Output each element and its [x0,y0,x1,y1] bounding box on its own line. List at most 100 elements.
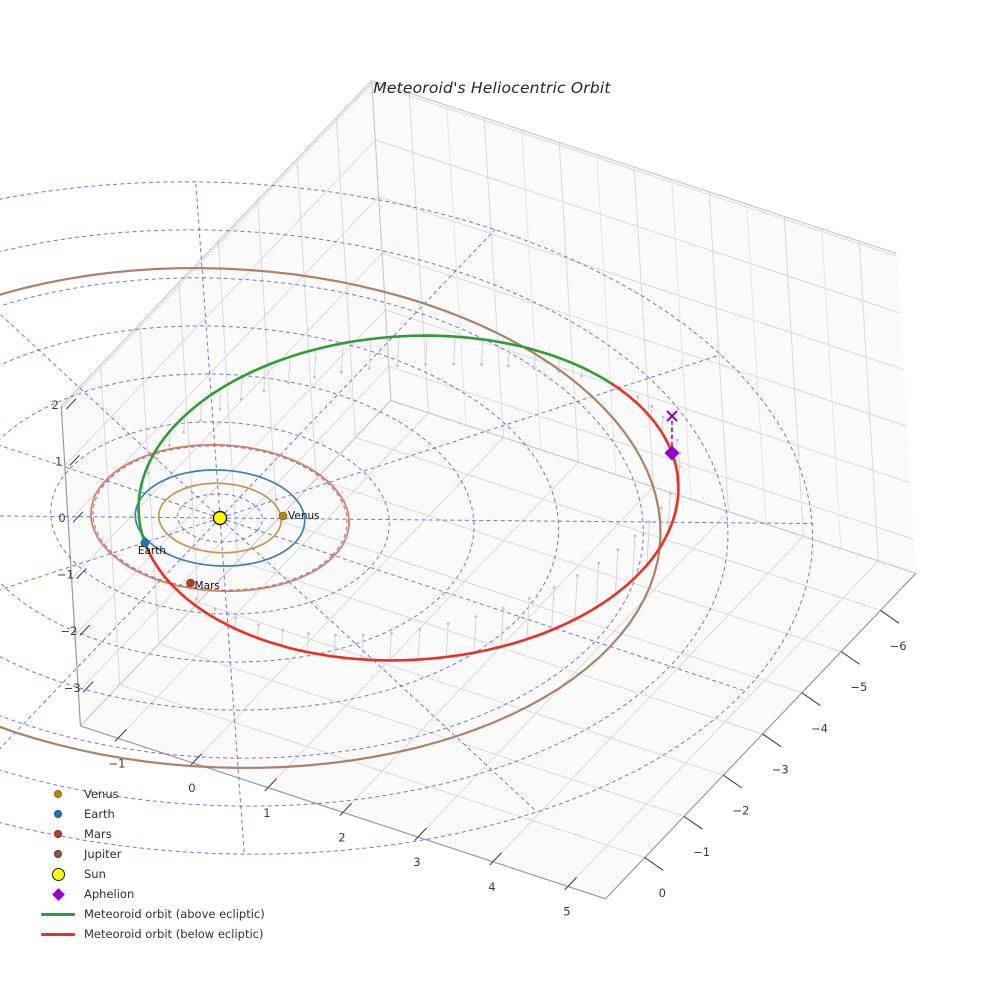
projection-stem [389,632,392,661]
y-axis-spine [605,572,917,900]
legend-label: Mars [84,827,112,841]
projection-stem [368,338,372,369]
z-axis-tick [82,681,94,693]
legend-dot-icon [54,810,62,818]
wally-grid-x [858,241,879,562]
projection-stem [500,608,504,647]
projection-stem [507,343,511,367]
x-axis-tick-label: −1 [108,756,125,770]
y-axis-tick [723,774,743,789]
wallx-grid-y [257,200,278,520]
projection-stem-dot [532,367,536,370]
projection-stem-dot [552,586,556,589]
projection-stem [574,575,578,620]
ecliptic-spoke [219,517,813,525]
z-axis-tick-label: 0 [58,511,65,525]
z-axis-tick-label: −3 [64,681,81,695]
projection-stem [551,587,555,631]
projection-stem-dot [367,367,371,370]
floor-grid-x [117,412,429,739]
projection-stem-dot [501,606,505,610]
wallx-grid-z [74,309,386,636]
x-axis-tick-label: 5 [563,905,570,919]
legend-item-meteoroid-orbit-above-ecliptic: Meteoroid orbit (above ecliptic) [38,904,265,924]
z-axis-tick-label: 2 [52,398,59,412]
y-axis-tick [880,609,900,624]
projection-stem-dot [199,418,202,422]
legend-item-jupiter: Jupiter [38,844,265,864]
projection-stem-dot [580,374,583,378]
ecliptic-spoke [219,517,245,855]
projection-stem-dot [156,457,159,461]
x-axis-tick [339,802,352,817]
projection-stem-dot [389,631,393,635]
legend-marker-icon [38,790,78,798]
legend-label: Meteoroid orbit (below ecliptic) [84,927,264,941]
ecliptic-spoke [219,229,496,519]
projection-stem [425,335,428,365]
z-axis-tick [76,568,87,580]
projection-stem [333,635,336,657]
z-axis-spine [60,406,82,726]
projection-stem [631,535,636,581]
wally-grid-x [821,228,842,549]
earth-marker [140,538,150,548]
legend-label: Aphelion [84,887,135,901]
projection-stem-dot [257,623,260,627]
projection-stem-dot [339,370,343,374]
box-edge [371,80,392,401]
projection-stem-dot [597,561,601,565]
wally-grid-x [558,142,579,463]
legend-line-icon [41,932,75,936]
floor-grid-x [492,535,804,863]
projection-stem-dot [668,492,672,496]
projection-stem [361,634,364,660]
legend-marker-icon [38,887,78,901]
floor-grid-x [192,437,504,764]
projection-stem-dot [167,443,171,447]
box-edge [371,80,897,255]
floor-grid-x [567,560,879,887]
z-axis-tick [69,454,80,466]
ecliptic-spoke [0,517,221,591]
legend-dot-icon [54,830,62,838]
projection-stem-dot [239,397,243,401]
floor-grid-x [417,511,729,838]
projection-stem-dot [648,520,651,524]
mars-marker [186,578,195,588]
projection-stem [595,562,600,608]
projection-stem [313,349,317,378]
legend-dot-icon [51,887,65,901]
legend-item-mars: Mars [38,824,265,844]
meteoroid-orbit-below [143,382,680,662]
aphelion-marker [664,445,680,461]
ecliptic-spoke [219,517,746,692]
legend-marker-icon [38,850,78,858]
legend-line-swatch [38,932,78,936]
legend-item-sun: Sun [38,864,265,884]
z-axis-tick [72,511,84,523]
projection-stem [183,415,186,433]
venus-marker [278,511,288,521]
projection-stem-dot [575,574,579,578]
projection-stem-dot [194,597,198,601]
box-edge [80,400,392,727]
projection-stem-dot [307,632,310,635]
legend-item-earth: Earth [38,804,265,824]
ecliptic-spoke [0,313,221,519]
wally-grid-x [708,191,729,512]
y-axis-tick-label: 0 [659,886,666,900]
projection-stem-dot [182,430,186,434]
y-axis-tick [644,857,664,871]
projection-stem [580,367,583,377]
wallx-grid-y [100,364,121,685]
x-axis-tick-label: 3 [413,855,420,869]
y-axis-tick [762,733,782,748]
y-axis-tick [683,815,703,830]
x-axis-tick-label: 1 [263,806,270,820]
x-axis-tick-label: 2 [338,830,345,844]
projection-stem [661,416,664,434]
y-axis-tick-label: −1 [693,845,710,859]
legend-item-venus: Venus [38,784,265,804]
projection-stem-dot [147,471,150,475]
